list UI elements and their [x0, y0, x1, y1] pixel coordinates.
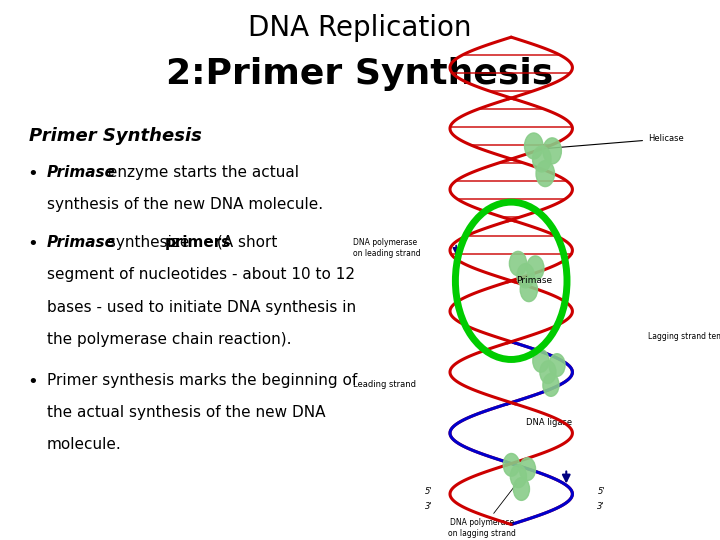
Text: •: •	[27, 373, 38, 390]
Text: DNA polymerase
on leading strand: DNA polymerase on leading strand	[353, 238, 420, 258]
Text: Primer Synthesis: Primer Synthesis	[29, 127, 202, 145]
Text: bases - used to initiate DNA synthesis in: bases - used to initiate DNA synthesis i…	[47, 300, 356, 315]
Circle shape	[549, 354, 565, 376]
Text: 5': 5'	[425, 487, 432, 496]
Text: 3': 3'	[598, 502, 605, 511]
Text: DNA Replication: DNA Replication	[248, 14, 472, 42]
Text: 5': 5'	[598, 487, 605, 496]
Text: Lagging strand template: Lagging strand template	[648, 332, 720, 341]
Circle shape	[524, 133, 543, 159]
Text: molecule.: molecule.	[47, 437, 122, 453]
Text: Primase: Primase	[47, 235, 116, 250]
Text: segment of nucleotides - about 10 to 12: segment of nucleotides - about 10 to 12	[47, 267, 355, 282]
Text: Primase: Primase	[47, 165, 116, 180]
Text: •: •	[27, 165, 38, 183]
Circle shape	[533, 349, 549, 372]
Text: Helicase: Helicase	[544, 134, 684, 148]
Text: DNA ligase: DNA ligase	[526, 418, 572, 428]
Circle shape	[526, 256, 544, 280]
Circle shape	[536, 160, 554, 187]
Text: •: •	[27, 235, 38, 253]
Text: Primer synthesis marks the beginning of: Primer synthesis marks the beginning of	[47, 373, 357, 388]
Text: synthesis of the new DNA molecule.: synthesis of the new DNA molecule.	[47, 197, 323, 212]
Text: the actual synthesis of the new DNA: the actual synthesis of the new DNA	[47, 405, 325, 420]
Circle shape	[513, 478, 529, 501]
Text: DNA polymerase
on lagging strand: DNA polymerase on lagging strand	[449, 483, 517, 538]
Circle shape	[533, 146, 551, 172]
Circle shape	[510, 251, 526, 276]
Text: Leading strand: Leading strand	[353, 380, 416, 389]
Text: enzyme starts the actual: enzyme starts the actual	[103, 165, 299, 180]
Circle shape	[510, 465, 526, 488]
Circle shape	[543, 138, 562, 164]
Text: (A short: (A short	[212, 235, 278, 250]
Text: Primase: Primase	[517, 276, 553, 285]
Text: the polymerase chain reaction).: the polymerase chain reaction).	[47, 332, 292, 347]
Circle shape	[543, 374, 559, 396]
Text: 2:Primer Synthesis: 2:Primer Synthesis	[166, 57, 554, 91]
Text: 3': 3'	[425, 502, 432, 511]
Text: primers: primers	[165, 235, 231, 250]
Text: synthesize: synthesize	[103, 235, 194, 250]
Circle shape	[540, 361, 556, 383]
Circle shape	[521, 277, 537, 302]
Circle shape	[517, 264, 534, 288]
Circle shape	[503, 454, 519, 476]
Circle shape	[519, 458, 536, 481]
